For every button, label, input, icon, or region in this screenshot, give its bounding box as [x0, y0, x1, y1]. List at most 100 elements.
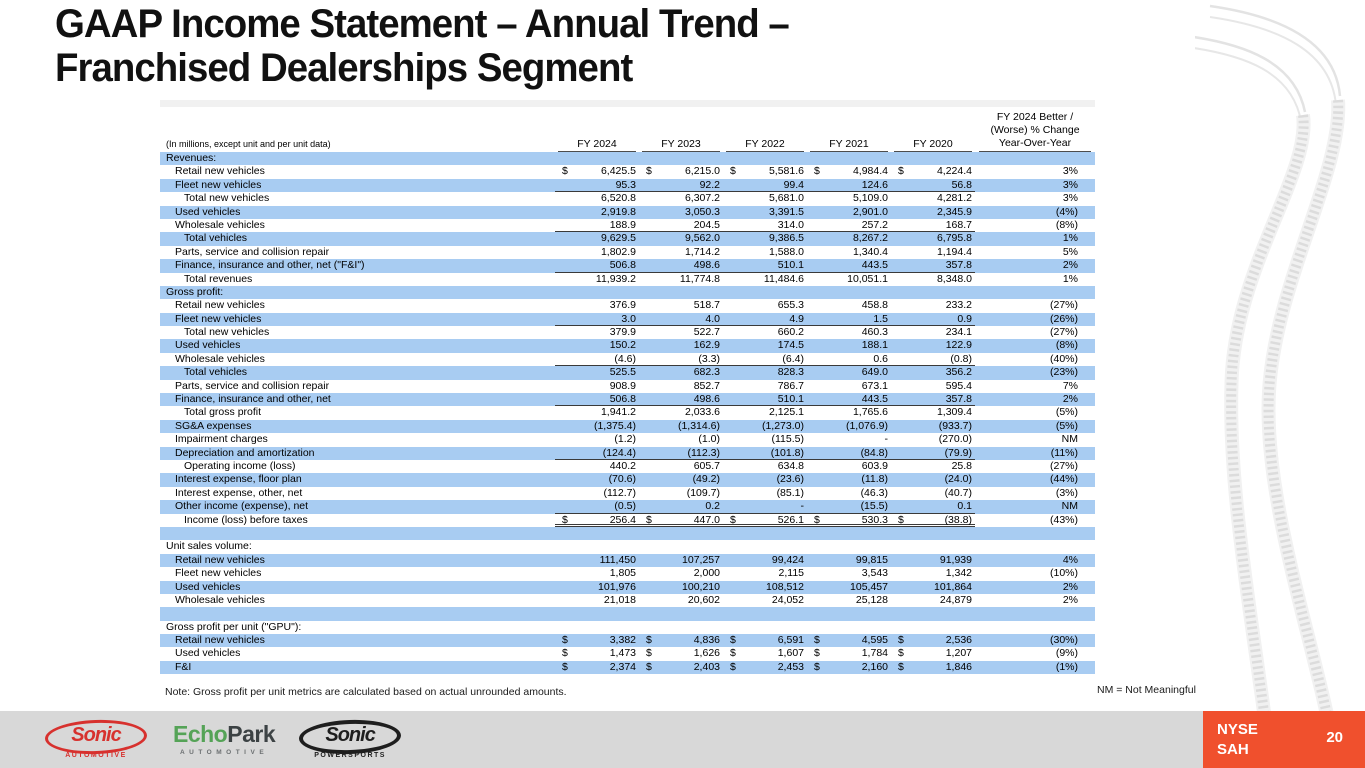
section-row: Unit sales volume:	[160, 540, 1095, 553]
echopark-wordmark: EchoPark	[173, 722, 276, 746]
cell-value: 1,784	[861, 647, 888, 660]
cell-value: 3,391.5	[768, 205, 804, 218]
change-cell: 5%	[1062, 245, 1078, 258]
dollar-sign: $	[730, 165, 736, 178]
units-label: (In millions, except unit and per unit d…	[166, 139, 331, 149]
value-cell: 0.9	[891, 313, 975, 325]
cell-value: 443.5	[861, 393, 888, 406]
change-cell: (23%)	[1049, 366, 1078, 379]
row-values: 101,976 100,210 108,512 105,457 101,864	[555, 581, 975, 594]
row-label: Revenues:	[166, 152, 217, 164]
value-cell: (46.3)	[807, 487, 891, 500]
value-cell: 11,484.6	[723, 273, 807, 286]
value-cell: 634.8	[723, 460, 807, 473]
cell-value: 111,450	[599, 553, 636, 566]
cell-value: 1,805	[609, 567, 636, 580]
value-cell: (84.8)	[807, 447, 891, 459]
dollar-sign: $	[898, 647, 904, 660]
cell-value: (124.4)	[602, 446, 636, 459]
cell-value: (112.3)	[687, 446, 721, 459]
dollar-sign: $	[898, 634, 904, 647]
value-cell: (3.3)	[639, 353, 723, 365]
value-cell	[555, 540, 639, 553]
cell-value: 6,591	[777, 634, 804, 647]
section-row: Gross profit per unit ("GPU"):	[160, 621, 1095, 634]
cell-value: 233.2	[945, 299, 972, 312]
value-cell: 2,000	[639, 567, 723, 580]
table-row: Operating income (loss) 440.2 605.7 634.8 60…	[160, 460, 1095, 473]
cell-value: 101,976	[598, 580, 636, 593]
value-cell: (15.5)	[807, 500, 891, 512]
row-values: 376.9 518.7 655.3 458.8 233.2	[555, 299, 975, 312]
value-cell: 357.8	[891, 259, 975, 271]
value-cell	[639, 527, 723, 540]
change-cell	[975, 621, 1095, 634]
cell-value: 506.8	[609, 393, 636, 406]
table-row: Income (loss) before taxes $256.4 $447.0 $5…	[160, 514, 1095, 527]
cell-value: 356.2	[945, 366, 972, 379]
value-cell: 443.5	[807, 393, 891, 405]
cell-value: (24.0)	[944, 473, 972, 486]
table-row: Depreciation and amortization (124.4) (112…	[160, 446, 1095, 460]
value-cell: 10,051.1	[807, 273, 891, 286]
cell-value: (3.3)	[698, 352, 720, 365]
dollar-sign: $	[562, 660, 568, 673]
cell-value: 25,128	[855, 593, 888, 606]
value-cell: 458.8	[807, 299, 891, 312]
value-cell: 0.2	[639, 500, 723, 512]
cell-value: 11,484.6	[763, 272, 804, 285]
value-cell	[723, 621, 807, 634]
sonic-powersports-logo: Sonic Powersports	[298, 718, 403, 759]
cell-value: 257.2	[861, 218, 888, 231]
row-label: Depreciation and amortization	[175, 446, 315, 459]
value-cell	[639, 286, 723, 299]
change-header-line1: FY 2024 Better /	[996, 111, 1074, 123]
value-cell: (124.4)	[555, 447, 639, 459]
change-cell: (27%)	[1049, 459, 1078, 472]
value-cell	[891, 621, 975, 634]
row-label: Parts, service and collision repair	[175, 245, 330, 258]
spacer-row	[160, 526, 1095, 541]
table-row: Wholesale vehicles 188.9 204.5 314.0 257.2 16…	[160, 218, 1095, 233]
dollar-sign: $	[562, 634, 568, 647]
cell-value: 852.7	[693, 379, 720, 392]
value-cell: 99,815	[807, 554, 891, 567]
cell-value: 522.7	[693, 326, 720, 339]
row-label: Used vehicles	[175, 339, 241, 352]
cell-value: 605.7	[693, 459, 720, 472]
value-cell	[723, 286, 807, 299]
value-cell: $530.3	[807, 514, 891, 526]
change-cell: 1%	[1062, 272, 1078, 285]
cell-value: 634.8	[777, 459, 804, 472]
cell-value: (70.6)	[608, 473, 636, 486]
value-cell: 0.1	[891, 500, 975, 512]
value-cell: (1.2)	[555, 433, 639, 446]
value-cell: 525.5	[555, 366, 639, 379]
value-cell: 9,562.0	[639, 232, 723, 245]
table-row: Used vehicles $1,473 $1,626 $1,607 $1,784 $1,…	[160, 647, 1095, 660]
change-cell: (44%)	[1049, 473, 1078, 486]
row-label: Retail new vehicles	[175, 165, 265, 178]
cell-value: (115.5)	[771, 433, 805, 446]
cell-value: 11,774.8	[679, 272, 720, 285]
cell-value: 525.5	[609, 366, 636, 379]
change-cell: (8%)	[1055, 218, 1078, 231]
table-row: Impairment charges (1.2) (1.0) (115.5) - (270…	[160, 433, 1095, 446]
value-cell: $6,215.0	[639, 165, 723, 178]
value-cell: 162.9	[639, 339, 723, 352]
row-label: Retail new vehicles	[175, 634, 265, 647]
table-row: Total vehicles 525.5 682.3 828.3 649.0 356.2 (…	[160, 366, 1095, 380]
value-cell: 1,588.0	[723, 246, 807, 259]
change-cell: (9%)	[1055, 647, 1078, 660]
footnote: Note: Gross profit per unit metrics are …	[165, 686, 567, 698]
row-values: (1.2) (1.0) (115.5) - (270.0)	[555, 433, 975, 446]
change-cell: (8%)	[1055, 339, 1078, 352]
echopark-logo: EchoPark AUTOMOTIVE	[173, 722, 276, 756]
cell-value: (1,314.6)	[677, 419, 720, 432]
value-cell: 498.6	[639, 393, 723, 405]
cell-value: 4.9	[789, 312, 804, 325]
change-cell: (27%)	[1049, 299, 1078, 312]
row-label: Impairment charges	[175, 433, 268, 446]
row-values	[555, 152, 975, 165]
value-cell: 605.7	[639, 460, 723, 473]
